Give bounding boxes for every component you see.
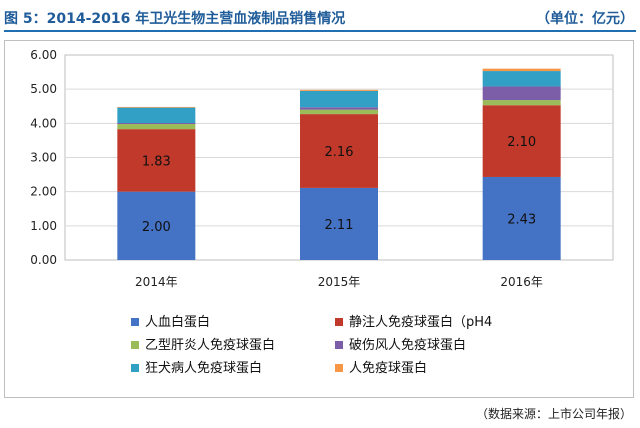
- bar-segment: [117, 122, 196, 125]
- bar-segment: [117, 129, 196, 192]
- stacked-bar-chart: 0.00 1.00 2.00 3.00 4.00 5.00 6.00 2.00 1.83 2014…: [30, 48, 614, 376]
- legend-swatch: [335, 364, 343, 372]
- y-tick-label: 6.00: [30, 48, 57, 62]
- bar-segment: [117, 107, 196, 123]
- data-label: 1.83: [142, 154, 171, 169]
- bar-segment: [482, 176, 561, 260]
- legend-label: 狂犬病人免疫球蛋白: [145, 360, 262, 376]
- chart-title: 图 5：2014-2016 年卫光生物主营血液制品销售情况: [4, 11, 346, 27]
- legend-label: 人血白蛋白: [145, 314, 210, 330]
- x-tick-label: 2016年: [500, 275, 543, 289]
- data-label: 2.10: [507, 135, 536, 150]
- data-source: （数据来源：上市公司年报）: [475, 407, 632, 421]
- bar-segment: [482, 100, 561, 106]
- bar-segment: [117, 124, 196, 130]
- data-label: 2.43: [507, 212, 536, 227]
- unit-label: （单位：亿元）: [536, 11, 634, 27]
- legend-swatch: [131, 364, 139, 372]
- data-label: 2.16: [325, 145, 354, 160]
- title-bar: 图 5：2014-2016 年卫光生物主营血液制品销售情况 （单位：亿元）: [4, 0, 636, 32]
- bar-segment: [300, 90, 378, 108]
- x-tick-label: 2015年: [318, 275, 361, 289]
- bar-segment: [117, 106, 196, 108]
- legend-label: 破伤风人免疫球蛋白: [349, 337, 466, 353]
- bar-segment: [482, 71, 561, 87]
- data-label: 2.11: [325, 218, 354, 233]
- legend-label: 静注人免疫球蛋白（pH4: [349, 314, 492, 330]
- legend-label: 人免疫球蛋白: [349, 360, 427, 376]
- legend-swatch: [335, 341, 343, 349]
- bar-segment: [300, 114, 378, 188]
- legend-swatch: [335, 318, 343, 326]
- bar-segment: [482, 86, 561, 101]
- bar-segment: [300, 187, 378, 260]
- y-tick-label: 2.00: [30, 185, 57, 199]
- bar-segment: [300, 109, 378, 115]
- bar-segment: [117, 191, 196, 260]
- bar-segment: [482, 105, 561, 177]
- bar-segment: [482, 68, 561, 72]
- legend-swatch: [131, 341, 139, 349]
- x-tick-label: 2014年: [135, 275, 178, 289]
- y-tick-label: 5.00: [30, 82, 57, 96]
- legend-swatch: [131, 318, 139, 326]
- y-tick-label: 4.00: [30, 116, 57, 130]
- y-tick-label: 0.00: [30, 253, 57, 267]
- bar-segment: [300, 107, 378, 110]
- bar-segment: [300, 89, 378, 91]
- legend-label: 乙型肝炎人免疫球蛋白: [145, 337, 275, 353]
- data-label: 2.00: [142, 220, 171, 235]
- y-tick-label: 3.00: [30, 151, 57, 165]
- chart-frame: 0.00 1.00 2.00 3.00 4.00 5.00 6.00 2.00 1.83 2014…: [4, 40, 634, 398]
- y-tick-label: 1.00: [30, 219, 57, 233]
